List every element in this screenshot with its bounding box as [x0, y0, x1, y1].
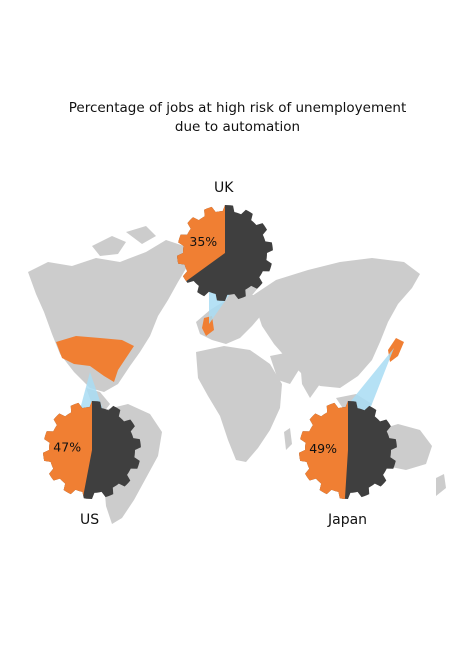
us-highlight	[56, 336, 134, 382]
pie-gear-uk	[177, 205, 273, 301]
pie-value-label-us: 47%	[53, 440, 81, 455]
pie-value-label-uk: 35%	[189, 234, 217, 249]
chart-title: Percentage of jobs at high risk of unemp…	[0, 99, 475, 137]
country-label-us: US	[80, 512, 100, 528]
country-label-uk: UK	[214, 180, 234, 196]
asia-landmass	[252, 258, 420, 388]
new-zealand-landmass	[436, 474, 446, 496]
chart-title-line-1: Percentage of jobs at high risk of unemp…	[68, 100, 407, 116]
japan-highlight	[388, 338, 404, 362]
chart-title-line-2: due to automation	[174, 119, 301, 135]
highlighted-countries	[56, 316, 404, 382]
africa-landmass	[196, 346, 282, 462]
europe-landmass	[196, 294, 264, 344]
pie-value-label-japan: 49%	[309, 441, 337, 456]
madagascar-landmass	[284, 428, 292, 450]
india-landmass	[300, 360, 322, 398]
country-label-japan: Japan	[328, 512, 368, 528]
arabia-landmass	[270, 352, 300, 384]
arctic-islands	[92, 226, 156, 256]
